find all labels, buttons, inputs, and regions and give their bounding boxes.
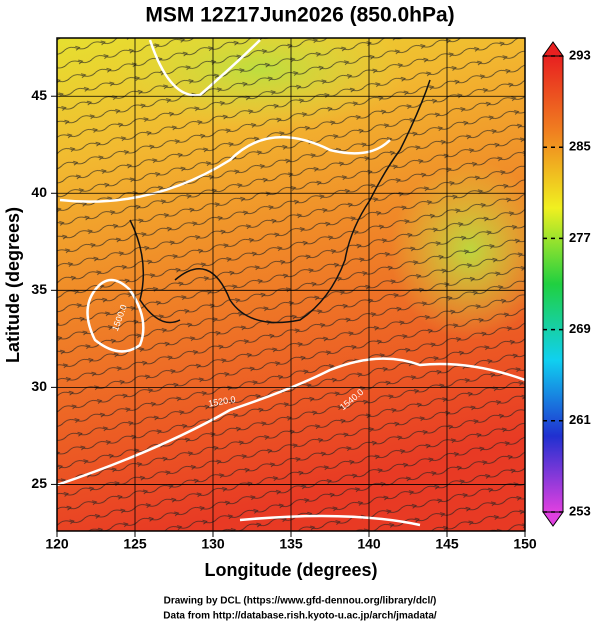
x-tick-label: 120 xyxy=(45,536,69,552)
x-tick-label: 130 xyxy=(201,536,225,552)
colorbar-tick-label: 261 xyxy=(569,412,591,427)
colorbar-tick-label: 253 xyxy=(569,503,591,518)
y-tick-label: 45 xyxy=(31,87,47,103)
colorbar-tick-label: 293 xyxy=(569,47,591,62)
colorbar xyxy=(542,55,564,513)
field xyxy=(57,38,525,531)
x-tick-label: 145 xyxy=(435,536,459,552)
credit: Drawing by DCL (https://www.gfd-dennou.o… xyxy=(164,596,437,607)
x-tick-label: 125 xyxy=(123,536,147,552)
y-axis-label: Latitude (degrees) xyxy=(3,207,23,363)
contour-line xyxy=(86,278,145,353)
contour-line xyxy=(59,135,391,203)
x-tick-label: 135 xyxy=(279,536,303,552)
contour-line xyxy=(57,357,525,487)
y-tick-label: 30 xyxy=(31,378,47,394)
colorbar-extend xyxy=(542,511,564,527)
coastline xyxy=(174,79,431,324)
contour-line xyxy=(239,514,421,527)
x-tick-label: 140 xyxy=(357,536,381,552)
x-tick-label: 150 xyxy=(513,536,537,552)
contour-line xyxy=(148,39,261,97)
colorbar-tick-label: 269 xyxy=(569,321,591,336)
y-tick-label: 25 xyxy=(31,475,47,491)
credit: Data from http://database.rish.kyoto-u.a… xyxy=(163,611,437,622)
colorbar-tick-label: 285 xyxy=(569,139,591,154)
coastline xyxy=(129,219,181,324)
x-axis-label: Longitude (degrees) xyxy=(204,560,377,580)
colorbar-tick-label: 277 xyxy=(569,230,591,245)
y-tick-label: 40 xyxy=(31,184,47,200)
y-tick-label: 35 xyxy=(31,281,47,297)
colorbar-extend xyxy=(542,41,564,57)
title: MSM 12Z17Jun2026 (850.0hPa) xyxy=(145,4,454,27)
contour-label: 1520.0 xyxy=(207,394,236,409)
